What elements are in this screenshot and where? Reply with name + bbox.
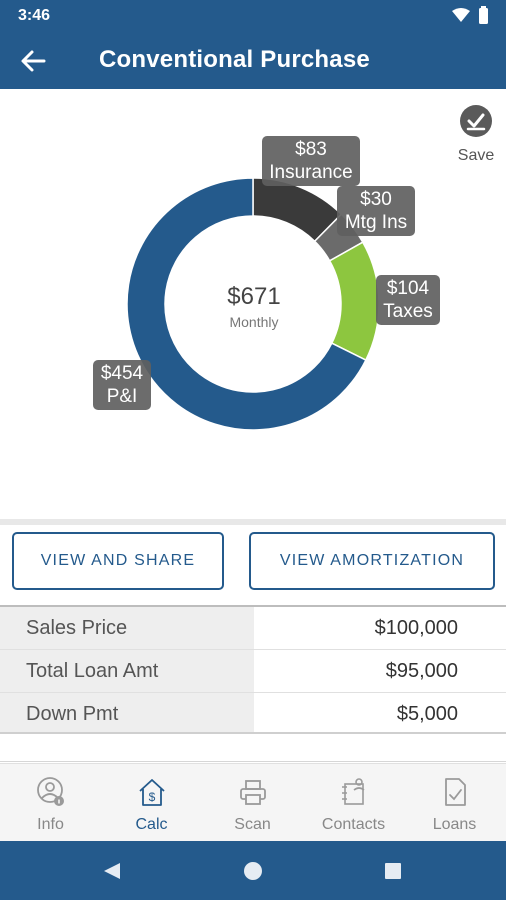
status-icons: [450, 6, 492, 26]
nav-item-info[interactable]: Info: [0, 764, 101, 842]
callout-pi-label: P&I: [106, 386, 138, 407]
contacts-icon: [342, 778, 365, 805]
status-bar: 3:46: [0, 0, 506, 32]
section-divider: [0, 519, 506, 525]
summary-row-total-loan: Total Loan Amt $95,000: [0, 650, 506, 693]
summary-spacer: [0, 734, 506, 762]
save-check-icon: [460, 105, 492, 137]
summary-label: Down Pmt: [0, 693, 254, 735]
system-nav-bar: [0, 841, 506, 900]
callout-insurance: $83 Insurance: [262, 136, 360, 186]
calc-house-icon: $: [139, 779, 165, 806]
bottom-nav: Info $ Calc Scan Contacts Loans: [0, 763, 506, 841]
summary-value: $95,000: [385, 660, 458, 682]
callout-taxes-label: Taxes: [383, 301, 433, 322]
monthly-total: $671: [227, 283, 281, 310]
system-nav-buttons: [104, 862, 401, 880]
view-amortization-button[interactable]: VIEW AMORTIZATION: [249, 532, 495, 590]
nav-item-calc[interactable]: $ Calc: [101, 764, 202, 842]
callout-mtg-ins-label: Mtg Ins: [344, 212, 408, 233]
nav-label: Calc: [135, 816, 168, 833]
callout-taxes-amount: $104: [386, 278, 430, 299]
system-home-icon[interactable]: [244, 862, 262, 880]
summary-label: Sales Price: [0, 607, 254, 649]
summary-label: Total Loan Amt: [0, 650, 254, 692]
callout-insurance-amount: $83: [295, 139, 327, 160]
save-label: Save: [457, 147, 495, 164]
wifi-battery-icon: [452, 6, 488, 24]
callout-mtg-ins-amount: $30: [360, 189, 392, 210]
nav-label: Scan: [234, 816, 271, 833]
app-bar: Conventional Purchase: [0, 32, 506, 89]
loan-summary-table: Sales Price $100,000 Total Loan Amt $95,…: [0, 605, 506, 736]
nav-item-loans[interactable]: Loans: [404, 764, 505, 842]
summary-divider: [0, 732, 506, 734]
summary-row-sales-price: Sales Price $100,000: [0, 607, 506, 650]
summary-value: $100,000: [374, 617, 458, 639]
svg-text:$: $: [149, 790, 156, 804]
summary-value: $5,000: [396, 703, 458, 725]
summary-row-down-pmt: Down Pmt $5,000: [0, 693, 506, 736]
donut-slice-p-i: [126, 177, 367, 431]
callout-pi-amount: $454: [100, 363, 144, 384]
status-time: 3:46: [18, 7, 51, 24]
nav-item-scan[interactable]: Scan: [202, 764, 303, 842]
payment-donut-chart: [126, 177, 380, 431]
nav-label: Info: [37, 816, 64, 833]
nav-item-contacts[interactable]: Contacts: [303, 764, 404, 842]
back-arrow-icon: [21, 50, 46, 72]
callout-mtg-ins: $30 Mtg Ins: [337, 186, 415, 236]
info-person-icon: [37, 777, 64, 806]
view-and-share-button[interactable]: VIEW AND SHARE: [12, 532, 224, 590]
callout-taxes: $104 Taxes: [376, 275, 440, 325]
callout-pi: $454 P&I: [93, 360, 151, 410]
system-recents-icon[interactable]: [385, 863, 401, 879]
loans-document-icon: [445, 778, 466, 806]
scan-printer-icon: [240, 780, 266, 805]
back-button[interactable]: [18, 46, 48, 76]
save-button[interactable]: Save: [454, 104, 498, 164]
monthly-label: Monthly: [229, 314, 279, 330]
system-back-icon[interactable]: [104, 863, 120, 879]
donut-slice-taxes: [328, 241, 380, 362]
action-button-row: VIEW AND SHARE VIEW AMORTIZATION: [0, 525, 506, 605]
callout-insurance-label: Insurance: [269, 162, 353, 183]
page-title: Conventional Purchase: [99, 46, 370, 73]
nav-label: Loans: [432, 816, 477, 833]
nav-label: Contacts: [321, 816, 386, 833]
